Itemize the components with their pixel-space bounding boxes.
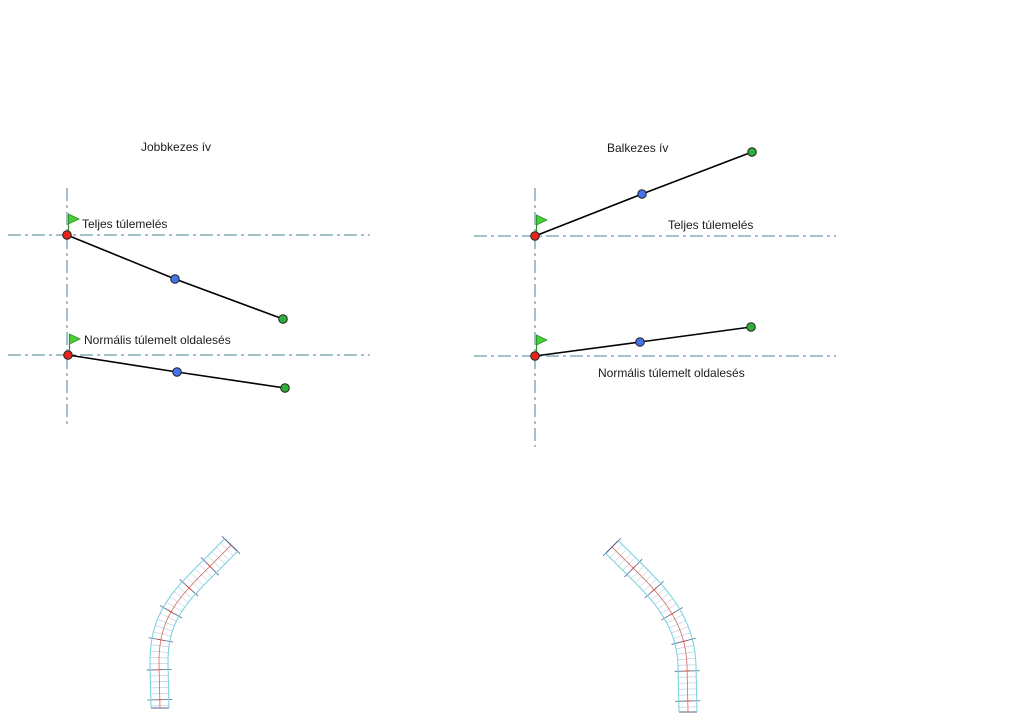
start-flag-icon bbox=[536, 334, 548, 346]
middle-grip-point[interactable] bbox=[635, 337, 645, 347]
row-label-normal-crossfall-right: Normális túlemelt oldalesés bbox=[598, 366, 745, 380]
diagram-title-left-hand-curve: Balkezes ív bbox=[607, 141, 669, 155]
middle-grip-point[interactable] bbox=[637, 189, 647, 199]
middle-grip-point[interactable] bbox=[170, 274, 180, 284]
end-grip-point[interactable] bbox=[746, 322, 756, 332]
end-grip-point[interactable] bbox=[278, 314, 288, 324]
start-grip-point[interactable] bbox=[63, 350, 73, 360]
plan-centerline bbox=[158, 544, 232, 709]
start-grip-point[interactable] bbox=[530, 231, 540, 241]
row-label-full-superelevation-right: Teljes túlemelés bbox=[668, 218, 754, 232]
start-grip-point[interactable] bbox=[62, 230, 72, 240]
plan-edge-line-right bbox=[617, 540, 698, 713]
plan-edge-line-left bbox=[149, 538, 225, 709]
end-grip-point[interactable] bbox=[280, 383, 290, 393]
start-grip-point[interactable] bbox=[530, 351, 540, 361]
end-grip-point[interactable] bbox=[747, 147, 757, 157]
row-label-full-superelevation-left: Teljes túlemelés bbox=[82, 217, 168, 231]
plan-centerline bbox=[611, 546, 689, 713]
diagram-title-right-hand-curve: Jobbkezes ív bbox=[141, 140, 212, 154]
start-flag-icon bbox=[536, 214, 548, 226]
row-label-normal-crossfall-left: Normális túlemelt oldalesés bbox=[84, 333, 231, 347]
middle-grip-point[interactable] bbox=[172, 367, 182, 377]
start-flag-icon bbox=[68, 213, 80, 225]
plan-edge-line-right bbox=[167, 550, 238, 709]
plan-edge-line-left bbox=[605, 552, 680, 713]
start-flag-icon bbox=[69, 333, 81, 345]
